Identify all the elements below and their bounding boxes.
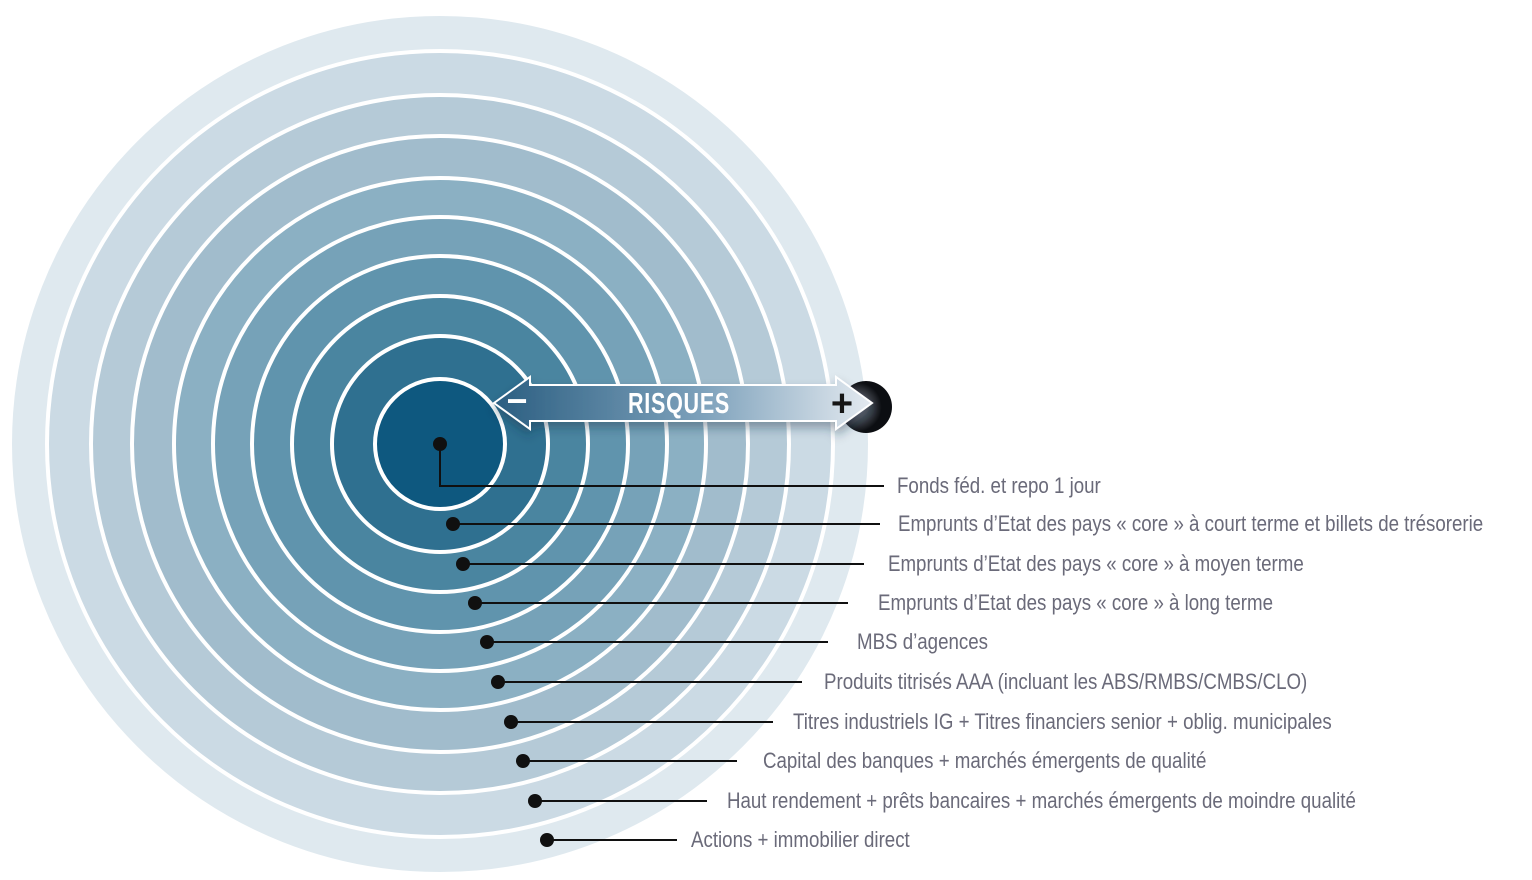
connector-dot <box>516 754 530 768</box>
connector-dot <box>468 596 482 610</box>
connector-lines <box>433 437 884 847</box>
ring-label: Produits titrisés AAA (incluant les ABS/… <box>824 669 1308 694</box>
risk-arrow-shape <box>492 375 874 431</box>
ring-label: Capital des banques + marchés émergents … <box>763 748 1207 773</box>
minus-icon: − <box>506 380 527 421</box>
ring-label: MBS d’agences <box>857 629 988 654</box>
ring-label: Haut rendement + prêts bancaires + march… <box>727 788 1356 813</box>
connector-dot <box>480 635 494 649</box>
ring-label: Fonds féd. et repo 1 jour <box>897 473 1101 498</box>
connector-dot <box>504 715 518 729</box>
connector-dot <box>540 833 554 847</box>
ring-label: Emprunts d’Etat des pays « core » à cour… <box>898 511 1484 536</box>
connector-dot <box>491 675 505 689</box>
connector-line <box>439 444 884 487</box>
connector-dot <box>456 557 470 571</box>
ring-label: Emprunts d’Etat des pays « core » à moye… <box>888 551 1304 576</box>
ring-label: Titres industriels IG + Titres financier… <box>793 709 1332 734</box>
ring-label: Actions + immobilier direct <box>691 827 910 852</box>
ring-label: Emprunts d’Etat des pays « core » à long… <box>878 590 1273 615</box>
plus-icon: + <box>831 383 853 425</box>
connector-dot <box>528 794 542 808</box>
connector-dot <box>433 437 447 451</box>
connector-dot <box>446 517 460 531</box>
arrow-title: RISQUES <box>628 388 730 420</box>
